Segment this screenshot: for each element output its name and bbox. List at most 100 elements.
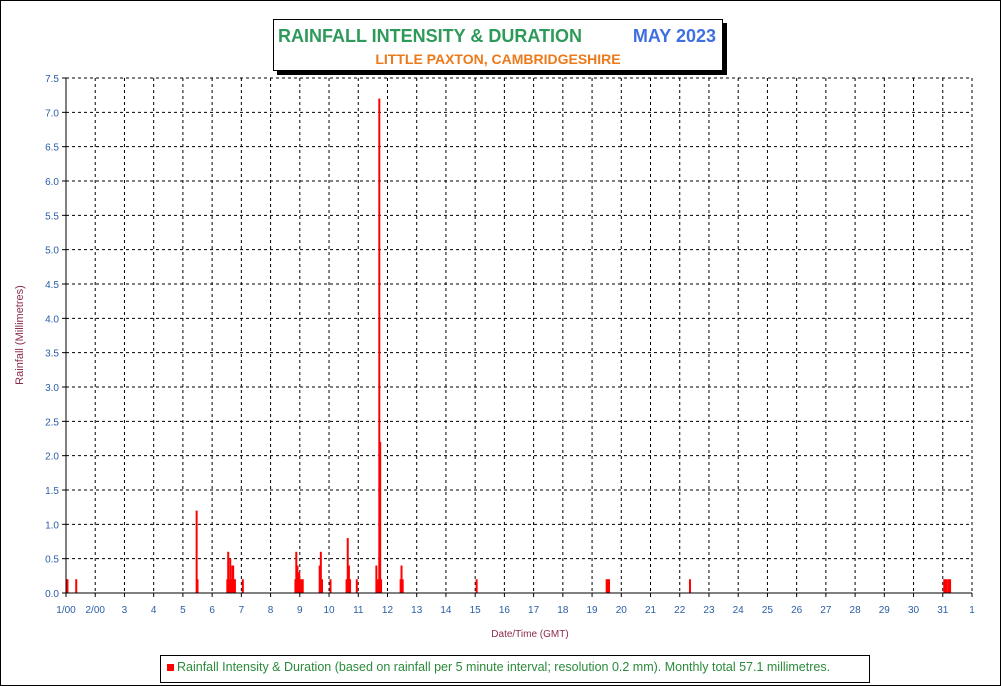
y-tick-label: 0.0: [45, 589, 59, 600]
rain-bar: [195, 510, 198, 593]
chart-month: MAY 2023: [632, 26, 716, 46]
x-tick-label: 21: [645, 605, 657, 616]
x-tick-label: 10: [323, 605, 335, 616]
rain-bar: [75, 579, 78, 593]
bars: [65, 98, 952, 593]
rain-bar: [605, 579, 608, 593]
x-tick-label: 20: [616, 605, 628, 616]
title-box: RAINFALL INTENSITY & DURATION MAY 2023 L…: [273, 19, 723, 71]
y-tick-label: 6.5: [45, 143, 59, 154]
y-tick-label: 4.0: [45, 314, 59, 325]
rain-bar: [944, 579, 947, 593]
rain-bar: [347, 565, 350, 593]
rain-bar: [349, 579, 352, 593]
rain-bar: [943, 579, 946, 593]
rain-bar: [380, 579, 383, 593]
rain-bar: [228, 579, 231, 593]
y-tick-label: 6.0: [45, 177, 59, 188]
rain-bar: [401, 579, 404, 593]
rain-bar: [229, 558, 232, 593]
rain-bar: [379, 441, 382, 593]
x-tick-label: 22: [674, 605, 686, 616]
rain-bar: [319, 551, 322, 593]
legend-text: Rainfall Intensity & Duration (based on …: [177, 660, 831, 674]
y-tick-label: 7.5: [45, 74, 59, 85]
x-tick-label: 12: [382, 605, 394, 616]
x-tick-label: 19: [587, 605, 599, 616]
legend-swatch: [167, 664, 174, 671]
rain-bar: [301, 579, 304, 593]
rain-bar: [688, 579, 691, 593]
x-tick-label: 29: [879, 605, 891, 616]
x-tick-label: 27: [820, 605, 832, 616]
rain-bar: [295, 551, 298, 593]
x-tick-label: 14: [440, 605, 452, 616]
rain-bar: [608, 579, 611, 593]
x-axis-label: Date/Time (GMT): [491, 629, 568, 640]
y-tick-label: 4.5: [45, 280, 59, 291]
rain-bar: [299, 579, 302, 593]
y-tick-label: 3.5: [45, 349, 59, 360]
x-tick-label: 28: [850, 605, 862, 616]
rain-bar: [376, 579, 379, 593]
y-tick-label: 3.0: [45, 383, 59, 394]
rain-bar: [355, 579, 358, 593]
y-tick-label: 0.5: [45, 555, 59, 566]
x-tick-label: 2/00: [85, 605, 105, 616]
x-tick-label: 18: [557, 605, 569, 616]
x-tick-label: 11: [353, 605, 364, 616]
rain-bar: [375, 565, 378, 593]
x-tick-label: 17: [528, 605, 540, 616]
y-tick-label: 2.0: [45, 452, 59, 463]
x-tick-label: 7: [239, 605, 245, 616]
rain-bar: [346, 538, 349, 593]
rain-bar: [945, 579, 948, 593]
chart-subtitle: LITTLE PAXTON, CAMBRIDGESHIRE: [375, 51, 621, 67]
rain-bar: [949, 579, 952, 593]
y-tick-label: 2.5: [45, 417, 59, 428]
x-tick-label: 25: [762, 605, 774, 616]
x-tick-label: 1/00: [56, 605, 76, 616]
rain-bar: [400, 565, 403, 593]
x-tick-label: 4: [151, 605, 157, 616]
rain-bar: [321, 579, 324, 593]
rain-bar: [66, 579, 69, 593]
x-tick-label: 8: [268, 605, 274, 616]
rain-bar: [318, 565, 321, 593]
x-tick-label: 24: [733, 605, 745, 616]
x-tick-label: 31: [937, 605, 949, 616]
axes: [62, 77, 973, 597]
x-tick-label: 23: [703, 605, 715, 616]
x-tick-label: 5: [180, 605, 186, 616]
x-tick-label: 6: [209, 605, 215, 616]
rain-bar: [241, 579, 244, 593]
y-tick-label: 1.0: [45, 520, 59, 531]
y-tick-label: 7.0: [45, 108, 59, 119]
grid: [66, 77, 973, 593]
rain-bar: [947, 579, 950, 593]
x-tick-label: 1: [969, 605, 975, 616]
x-tick-label: 9: [297, 605, 303, 616]
y-tick-label: 5.0: [45, 246, 59, 257]
y-axis-label: Rainfall (Millimetres): [14, 285, 26, 385]
y-tick-labels: 0.0 0.5 1.0 1.5 2.0 2.5 3.0 3.5 4.0 4.5 5.0 5.5 6.0 6…: [45, 74, 59, 600]
y-tick-label: 1.5: [45, 486, 59, 497]
rain-bar: [606, 579, 609, 593]
rain-bar: [233, 579, 236, 593]
x-tick-labels: 1/00 2/00 3 4 5 6 7 8 9 10 11 12 13 14 15 16 17 18 19 20 21 2…: [56, 605, 975, 616]
rain-bar: [196, 579, 199, 593]
rain-bar: [300, 579, 303, 593]
y-tick-label: 5.5: [45, 211, 59, 222]
x-tick-label: 30: [908, 605, 920, 616]
rain-bar: [227, 551, 230, 593]
x-tick-label: 13: [411, 605, 423, 616]
chart-title: RAINFALL INTENSITY & DURATION: [278, 26, 583, 46]
x-tick-label: 15: [470, 605, 482, 616]
x-tick-label: 16: [499, 605, 511, 616]
rain-bar: [345, 579, 348, 593]
rain-bar: [329, 579, 332, 593]
rain-bar: [230, 579, 233, 593]
legend: Rainfall Intensity & Duration (based on …: [160, 655, 870, 683]
x-tick-label: 26: [791, 605, 803, 616]
x-tick-label: 3: [122, 605, 128, 616]
